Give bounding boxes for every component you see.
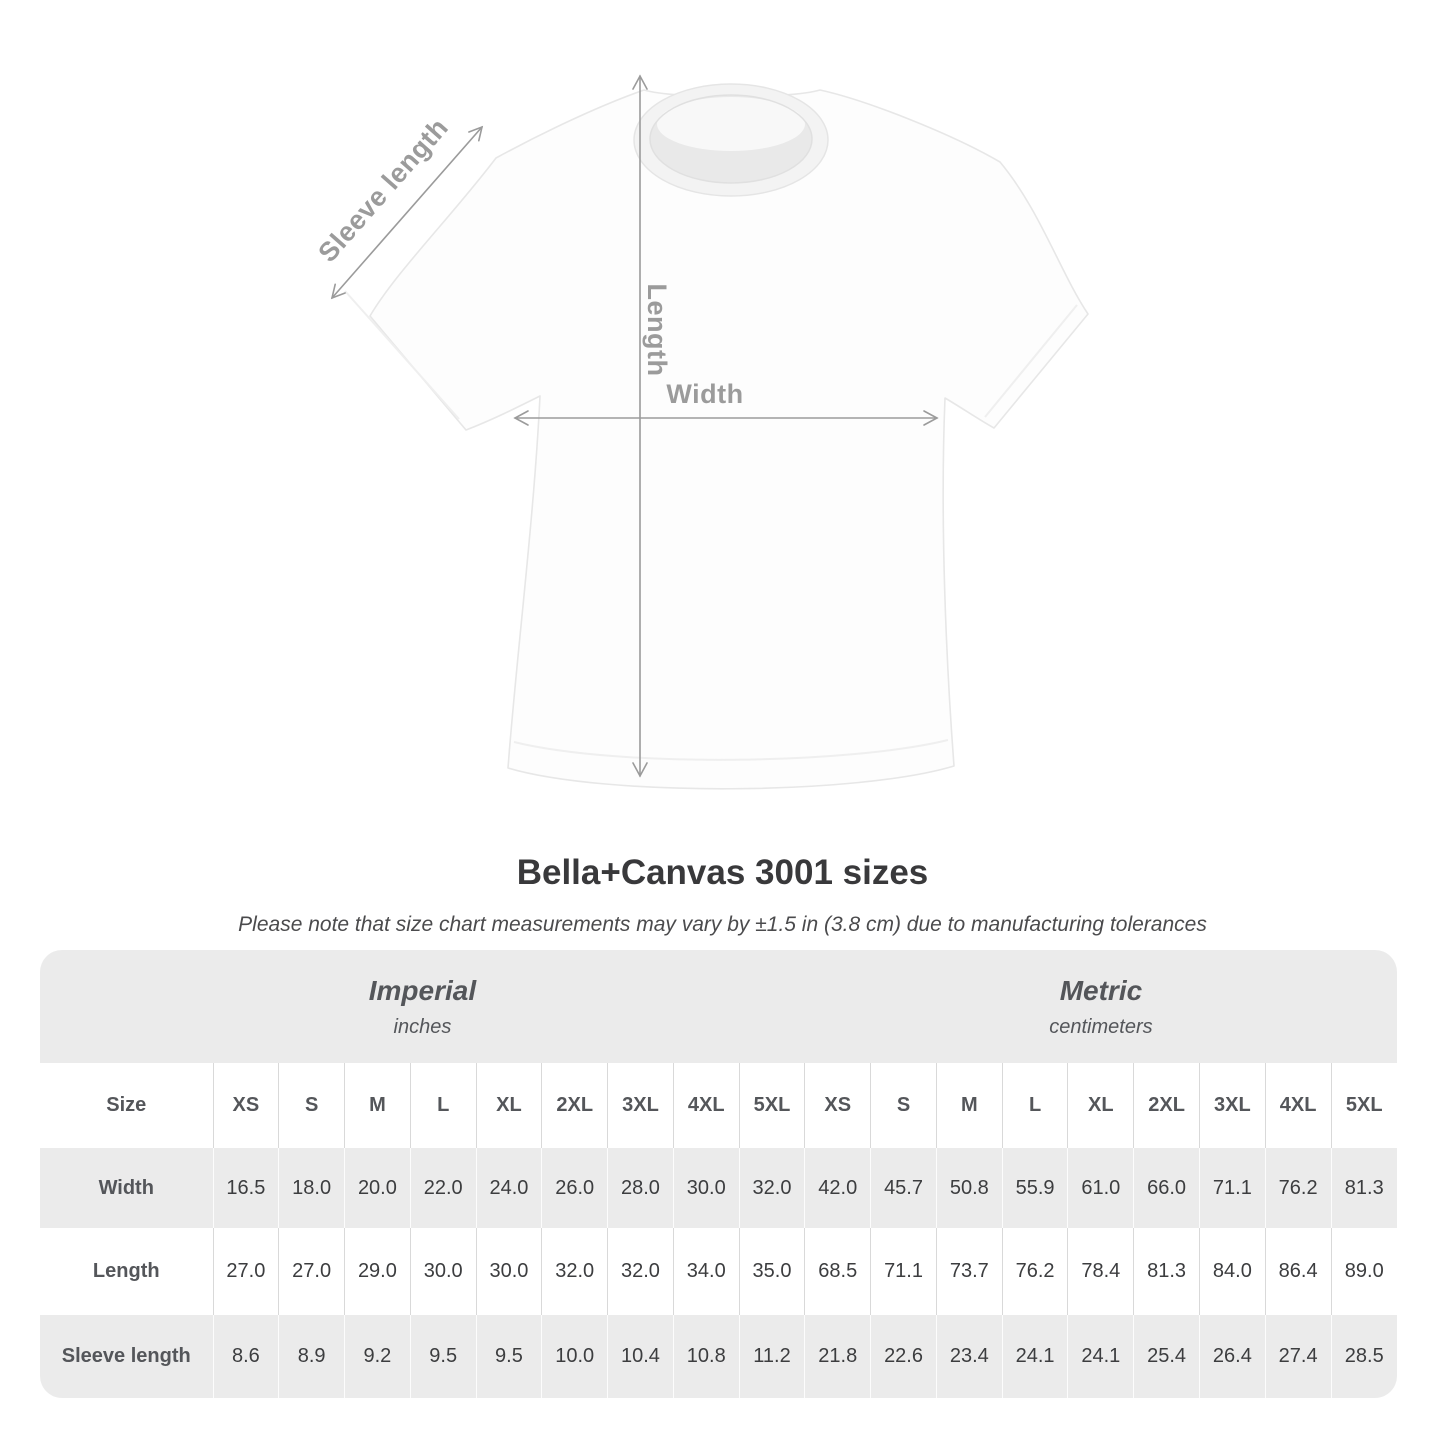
cell-value: 50.8 bbox=[935, 1148, 1003, 1228]
cell-value: 86.4 bbox=[1264, 1228, 1332, 1315]
cell-value: 24.1 bbox=[1067, 1315, 1134, 1398]
cell-value: 25.4 bbox=[1133, 1315, 1200, 1398]
size-header: M bbox=[935, 1063, 1003, 1148]
imperial-group-header: Imperial inches bbox=[40, 950, 805, 1063]
cell-value: 84.0 bbox=[1198, 1228, 1266, 1315]
cell-value: 89.0 bbox=[1330, 1228, 1397, 1315]
cell-value: 78.4 bbox=[1067, 1228, 1134, 1315]
cell-value: 9.2 bbox=[344, 1315, 411, 1398]
tshirt-diagram: Sleeve length Length Width bbox=[312, 74, 1089, 790]
size-header: 2XL bbox=[541, 1063, 608, 1148]
size-header: M bbox=[344, 1063, 411, 1148]
size-header: XS bbox=[804, 1063, 871, 1148]
cell-value: 24.0 bbox=[475, 1148, 542, 1228]
size-table: Imperial inches Metric centimeters Size XS S M L… bbox=[40, 950, 1397, 1398]
cell-value: 9.5 bbox=[409, 1315, 477, 1398]
size-header: XL bbox=[475, 1063, 542, 1148]
table-row: Width 16.5 18.0 20.0 22.0 24.0 26.0 28.0 30.0 32.… bbox=[40, 1148, 1397, 1228]
size-header: 3XL bbox=[607, 1063, 674, 1148]
cell-value: 34.0 bbox=[672, 1228, 740, 1315]
row-label: Width bbox=[40, 1148, 213, 1228]
cell-value: 10.0 bbox=[541, 1315, 608, 1398]
cell-value: 73.7 bbox=[935, 1228, 1003, 1315]
cell-value: 30.0 bbox=[475, 1228, 542, 1315]
group-label: Imperial bbox=[368, 974, 477, 1006]
cell-value: 18.0 bbox=[278, 1148, 345, 1228]
cell-value: 22.6 bbox=[870, 1315, 937, 1398]
cell-value: 11.2 bbox=[738, 1315, 805, 1398]
size-header: 5XL bbox=[738, 1063, 805, 1148]
cell-value: 71.1 bbox=[1198, 1148, 1266, 1228]
sleeve-length-arrow bbox=[331, 126, 483, 299]
size-header: 4XL bbox=[1264, 1063, 1332, 1148]
size-header: 4XL bbox=[672, 1063, 740, 1148]
metric-group-header: Metric centimeters bbox=[804, 950, 1397, 1063]
cell-value: 10.8 bbox=[672, 1315, 740, 1398]
row-label: Length bbox=[40, 1228, 213, 1315]
width-label: Width bbox=[666, 379, 743, 409]
cell-value: 81.3 bbox=[1133, 1228, 1200, 1315]
cell-value: 68.5 bbox=[804, 1228, 871, 1315]
cell-value: 27.4 bbox=[1264, 1315, 1332, 1398]
cell-value: 76.2 bbox=[1264, 1148, 1332, 1228]
cell-value: 30.0 bbox=[409, 1228, 477, 1315]
cell-value: 42.0 bbox=[804, 1148, 871, 1228]
cell-value: 81.3 bbox=[1330, 1148, 1397, 1228]
cell-value: 61.0 bbox=[1067, 1148, 1134, 1228]
cell-value: 22.0 bbox=[409, 1148, 477, 1228]
cell-value: 45.7 bbox=[870, 1148, 937, 1228]
table-row: Length 27.0 27.0 29.0 30.0 30.0 32.0 32.0 34.0 35… bbox=[40, 1228, 1397, 1315]
cell-value: 9.5 bbox=[475, 1315, 542, 1398]
cell-value: 27.0 bbox=[212, 1228, 279, 1315]
cell-value: 32.0 bbox=[738, 1148, 805, 1228]
cell-value: 55.9 bbox=[1001, 1148, 1068, 1228]
cell-value: 28.0 bbox=[607, 1148, 674, 1228]
cell-value: 71.1 bbox=[870, 1228, 937, 1315]
group-sublabel: inches bbox=[393, 1015, 452, 1038]
cell-value: 66.0 bbox=[1133, 1148, 1200, 1228]
size-header: XL bbox=[1067, 1063, 1134, 1148]
cell-value: 24.1 bbox=[1001, 1315, 1068, 1398]
size-column-header: Size bbox=[40, 1063, 213, 1148]
cell-value: 23.4 bbox=[935, 1315, 1003, 1398]
size-table-container: Imperial inches Metric centimeters Size XS S M L… bbox=[40, 950, 1397, 1398]
size-header: 2XL bbox=[1133, 1063, 1200, 1148]
cell-value: 16.5 bbox=[212, 1148, 279, 1228]
measurement-arrows bbox=[330, 74, 939, 778]
unit-group-row: Imperial inches Metric centimeters bbox=[40, 950, 1397, 1063]
cell-value: 21.8 bbox=[804, 1315, 871, 1398]
cell-value: 26.0 bbox=[541, 1148, 608, 1228]
cell-value: 26.4 bbox=[1198, 1315, 1266, 1398]
cell-value: 30.0 bbox=[672, 1148, 740, 1228]
cell-value: 29.0 bbox=[344, 1228, 411, 1315]
cell-value: 8.9 bbox=[278, 1315, 345, 1398]
tolerance-note: Please note that size chart measurements… bbox=[238, 913, 1207, 936]
size-header: L bbox=[1001, 1063, 1068, 1148]
page-title: Bella+Canvas 3001 sizes bbox=[516, 853, 929, 892]
tshirt-image bbox=[344, 83, 1089, 790]
cell-value: 20.0 bbox=[344, 1148, 411, 1228]
size-header: XS bbox=[212, 1063, 279, 1148]
length-label: Length bbox=[642, 284, 672, 377]
size-header-row: Size XS S M L XL 2XL 3XL 4XL 5XL XS S M L XL 2XL 3XL 4XL 5… bbox=[40, 1063, 1397, 1148]
row-label: Sleeve length bbox=[40, 1315, 213, 1398]
size-header: S bbox=[870, 1063, 937, 1148]
group-sublabel: centimeters bbox=[1049, 1015, 1153, 1038]
table-row: Sleeve length 8.6 8.9 9.2 9.5 9.5 10.0 10.4 10.8… bbox=[40, 1315, 1397, 1398]
size-header: L bbox=[409, 1063, 477, 1148]
group-label: Metric bbox=[1059, 974, 1143, 1006]
cell-value: 32.0 bbox=[607, 1228, 674, 1315]
size-header: S bbox=[278, 1063, 345, 1148]
cell-value: 10.4 bbox=[607, 1315, 674, 1398]
size-header: 5XL bbox=[1330, 1063, 1397, 1148]
cell-value: 27.0 bbox=[278, 1228, 345, 1315]
cell-value: 8.6 bbox=[212, 1315, 279, 1398]
cell-value: 28.5 bbox=[1330, 1315, 1397, 1398]
cell-value: 76.2 bbox=[1001, 1228, 1068, 1315]
size-header: 3XL bbox=[1198, 1063, 1266, 1148]
cell-value: 35.0 bbox=[738, 1228, 805, 1315]
cell-value: 32.0 bbox=[541, 1228, 608, 1315]
